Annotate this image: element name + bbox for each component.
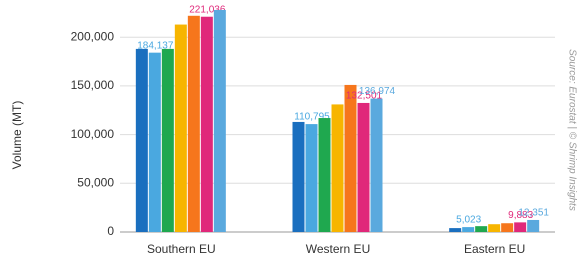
- bar: [200, 16, 213, 232]
- bar: [475, 226, 488, 232]
- bar: [344, 84, 357, 232]
- bar: [527, 219, 540, 232]
- bar: [148, 52, 161, 233]
- value-label: 136,974: [359, 86, 396, 97]
- y-tick-label: 100,000: [71, 127, 115, 141]
- y-axis-label: Volume (MT): [10, 101, 24, 170]
- bar: [187, 15, 200, 232]
- bar: [213, 9, 226, 232]
- value-label: 5,023: [456, 215, 481, 226]
- bar: [331, 104, 344, 232]
- bar: [292, 121, 305, 232]
- bar: [462, 227, 475, 232]
- value-label: 184,137: [137, 40, 174, 51]
- bar: [488, 224, 501, 232]
- bar: [161, 48, 174, 233]
- y-tick-label: 50,000: [77, 175, 114, 189]
- bar: [370, 98, 383, 232]
- y-tick-label: 200,000: [71, 29, 115, 43]
- bar: [357, 102, 370, 232]
- source-note: Source: Eurostat | © Shrimp Insights: [566, 49, 577, 211]
- y-tick-label: 0: [107, 224, 114, 238]
- x-tick-label: Western EU: [306, 242, 370, 256]
- bar: [174, 24, 187, 233]
- value-label: 221,036: [189, 4, 226, 15]
- bar: [514, 222, 527, 232]
- value-label: 9,883: [508, 210, 533, 221]
- bar: [501, 223, 514, 232]
- bar: [305, 124, 318, 232]
- value-label: 110,795: [294, 112, 330, 123]
- y-tick-label: 150,000: [71, 78, 115, 92]
- value-label: 132,501: [346, 91, 383, 102]
- bar: [135, 48, 148, 233]
- x-tick-label: Eastern EU: [464, 242, 525, 256]
- x-tick-label: Southern EU: [147, 242, 216, 256]
- bar: [318, 118, 331, 232]
- bar: [449, 228, 462, 232]
- value-label: 12,351: [518, 208, 549, 219]
